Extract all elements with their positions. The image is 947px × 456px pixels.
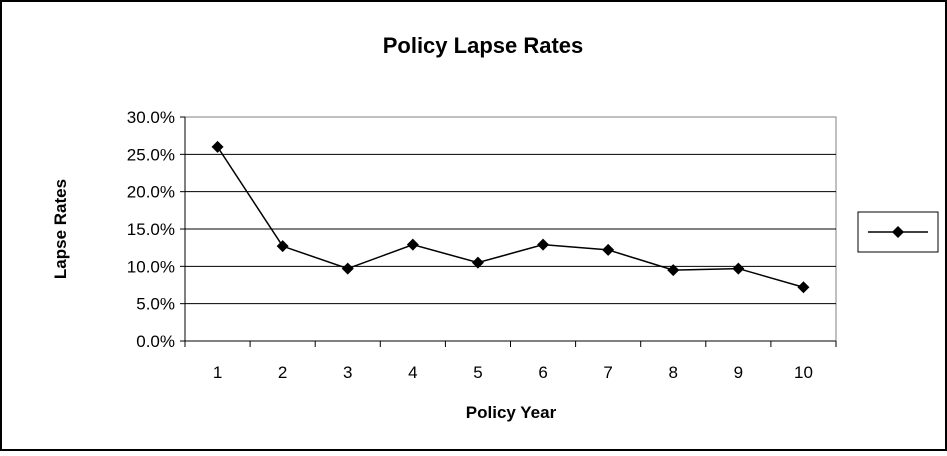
x-tick-label: 10 [794,363,813,382]
series-lapse-rates [211,140,810,294]
gridlines [185,153,836,305]
x-tick-label: 8 [669,363,678,382]
y-tick-label: 15.0% [127,220,175,239]
y-tick-label: 0.0% [136,332,175,351]
x-tick-label: 6 [538,363,547,382]
x-tick-label: 7 [603,363,612,382]
data-point [537,238,550,251]
y-tick-label: 25.0% [127,145,175,164]
x-tick-label: 1 [213,363,222,382]
y-tick-label: 20.0% [127,183,175,202]
data-point [797,281,810,294]
legend-marker [892,226,904,238]
data-point [211,140,224,153]
x-tick-label: 4 [408,363,417,382]
x-tick-label: 5 [473,363,482,382]
data-point [341,262,354,275]
data-point [732,262,745,275]
data-point [276,240,289,253]
x-tick-label: 9 [734,363,743,382]
y-tick-label: 10.0% [127,257,175,276]
data-point [602,243,615,256]
y-tick-label: 30.0% [127,108,175,127]
legend-entries [868,226,928,238]
series-line [216,146,804,288]
chart-title: Policy Lapse Rates [383,33,584,58]
y-tick-label: 5.0% [136,295,175,314]
y-axis-title: Lapse Rates [51,179,70,279]
data-point [667,264,680,277]
data-point [471,256,484,269]
x-tick-label: 2 [278,363,287,382]
x-tick-label: 3 [343,363,352,382]
x-axis-title: Policy Year [466,403,557,422]
data-point [406,238,419,251]
axes: 0.0% 5.0% 10.0% 15.0% 20.0% 25.0% 30.0% 1 2 3 4 5 6 7… [127,108,837,382]
